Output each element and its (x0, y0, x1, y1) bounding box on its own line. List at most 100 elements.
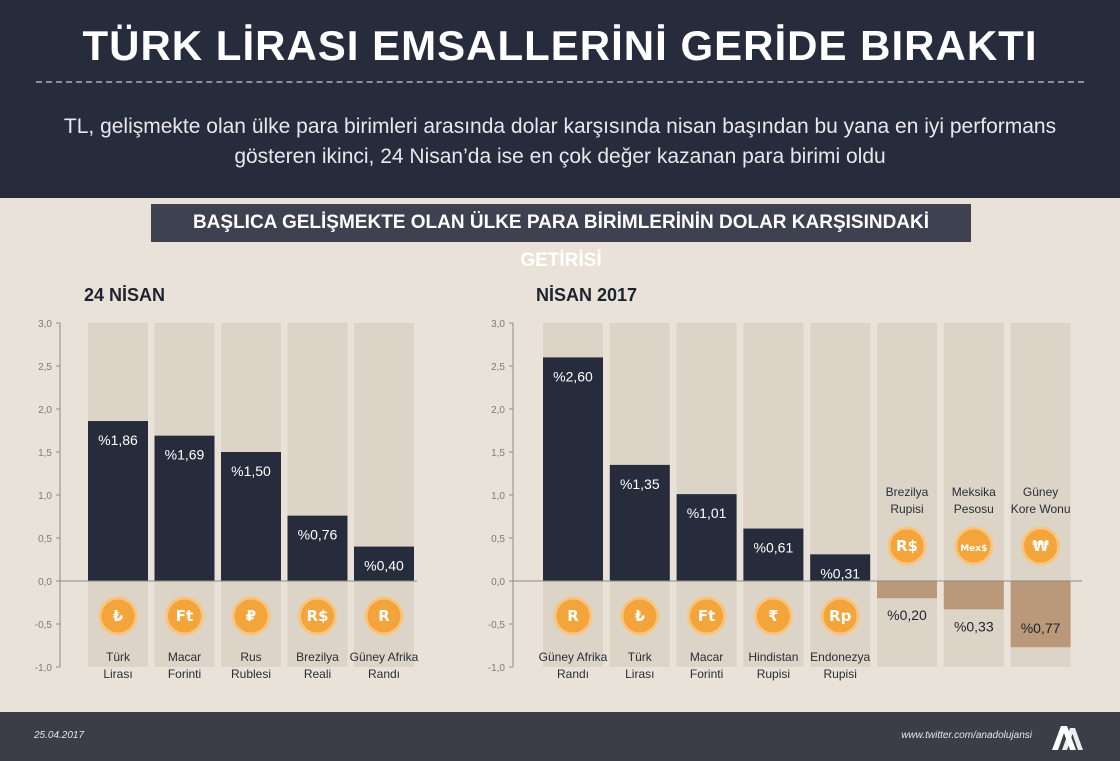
bar-lira (88, 421, 148, 581)
y-tick-label: 1,0 (491, 491, 505, 502)
bar-real (877, 581, 937, 599)
footer-date: 25.04.2017 (34, 730, 85, 741)
category-label: Güney Afrika (539, 650, 608, 664)
y-tick-label: 1,5 (491, 448, 505, 459)
lira-icon (620, 596, 660, 636)
currency-symbol: ₺ (635, 607, 646, 625)
category-label: Güney (1023, 485, 1058, 499)
forint-icon (165, 596, 204, 636)
category-label: Rupisi (890, 502, 923, 516)
column-background (943, 323, 1004, 667)
y-tick-label: 0,5 (38, 534, 52, 545)
data-label: %0,40 (364, 558, 404, 574)
currency-symbol: ₽ (246, 607, 256, 625)
currency-symbol: Mex$ (960, 544, 987, 554)
data-label: %0,76 (298, 527, 338, 543)
data-label: %1,69 (165, 447, 205, 463)
category-label: Rublesi (231, 667, 271, 681)
footer-url[interactable]: www.twitter.com/anadolujansi (901, 730, 1032, 741)
data-label: %0,77 (1021, 620, 1061, 636)
y-tick-label: 0,5 (491, 534, 505, 545)
dashed-divider (36, 81, 1084, 83)
category-label: Forinti (690, 667, 723, 681)
currency-symbol: R$ (307, 607, 329, 625)
footer: 25.04.2017 www.twitter.com/anadolujansi … (0, 712, 1120, 761)
y-tick-label: -1,0 (488, 663, 506, 674)
category-label: Hindistan (748, 650, 798, 664)
bar-rupee (743, 528, 804, 581)
section-title: BAŞLICA GELİŞMEKTE OLAN ÜLKE PARA BİRİML… (151, 204, 971, 271)
bar-lira (609, 464, 670, 581)
category-label: Rupisi (824, 667, 857, 681)
category-label: Türk (628, 650, 653, 664)
currency-symbol: R (378, 607, 390, 625)
y-tick-label: 1,5 (38, 448, 52, 459)
category-label: Pesosu (954, 502, 994, 516)
page-title: TÜRK LİRASI EMSALLERİNİ GERİDE BIRAKTI (82, 22, 1038, 69)
bar-forint (676, 494, 737, 581)
peso-icon (954, 526, 994, 566)
category-label: Brezilya (886, 485, 929, 499)
lira-icon (98, 596, 138, 636)
won-icon (1021, 526, 1061, 566)
y-tick-label: 3,0 (38, 319, 52, 330)
currency-symbol: Ft (698, 607, 715, 625)
data-label: %0,33 (954, 618, 994, 634)
category-label: Rus (240, 650, 261, 664)
category-label: Forinti (168, 667, 201, 681)
data-label: %1,35 (620, 476, 660, 492)
chart-title-nisan-2017: NİSAN 2017 (536, 285, 638, 305)
data-label: %1,86 (98, 432, 138, 448)
y-tick-label: 1,0 (38, 491, 52, 502)
header: TÜRK LİRASI EMSALLERİNİ GERİDE BIRAKTI T… (0, 0, 1120, 198)
y-tick-label: 3,0 (491, 319, 505, 330)
rand-icon (364, 596, 404, 636)
y-tick-label: 2,5 (491, 362, 505, 373)
currency-symbol: ₩ (1032, 537, 1049, 555)
bar-ruble (221, 452, 281, 581)
subtitle: TL, gelişmekte olan ülke para birimleri … (63, 115, 1057, 168)
category-label: Randı (557, 667, 589, 681)
rupee-icon (753, 596, 793, 636)
data-label: %0,31 (820, 565, 860, 581)
category-label: Kore Wonu (1011, 502, 1071, 516)
bar-peso (943, 581, 1004, 610)
y-tick-label: 0,0 (491, 577, 505, 588)
y-tick-label: 2,0 (38, 405, 52, 416)
currency-symbol: R$ (896, 537, 918, 555)
bar-rand (354, 546, 414, 581)
bar-real (287, 515, 348, 581)
category-label: Güney Afrika (350, 650, 419, 664)
y-tick-label: 2,0 (491, 405, 505, 416)
data-label: %0,20 (887, 607, 927, 623)
data-label: %1,01 (687, 505, 727, 521)
data-label: %0,61 (754, 540, 794, 556)
column-background (877, 323, 937, 667)
category-label: Türk (106, 650, 131, 664)
aa-logo-icon: AA (1052, 726, 1083, 750)
category-label: Meksika (952, 485, 996, 499)
real-icon (298, 596, 337, 636)
data-label: %1,50 (231, 463, 271, 479)
y-tick-label: -0,5 (35, 620, 53, 631)
category-label: Macar (690, 650, 723, 664)
ruble-icon (231, 596, 271, 636)
category-label: Lirası (103, 667, 132, 681)
y-tick-label: -1,0 (35, 663, 53, 674)
bar-forint (154, 435, 215, 581)
category-label: Randı (368, 667, 400, 681)
chart-title-24-nisan: 24 NİSAN (84, 285, 166, 305)
category-label: Reali (304, 667, 331, 681)
currency-symbol: ₹ (768, 607, 778, 625)
category-label: Endonezya (810, 650, 870, 664)
rupiah-icon (820, 596, 860, 636)
data-label: %2,60 (553, 368, 593, 384)
category-label: Macar (168, 650, 201, 664)
real-icon (887, 526, 927, 566)
y-tick-label: 0,0 (38, 577, 52, 588)
category-label: Brezilya (296, 650, 339, 664)
category-label: Lirası (625, 667, 654, 681)
forint-icon (687, 596, 727, 636)
currency-symbol: Rp (829, 607, 852, 625)
